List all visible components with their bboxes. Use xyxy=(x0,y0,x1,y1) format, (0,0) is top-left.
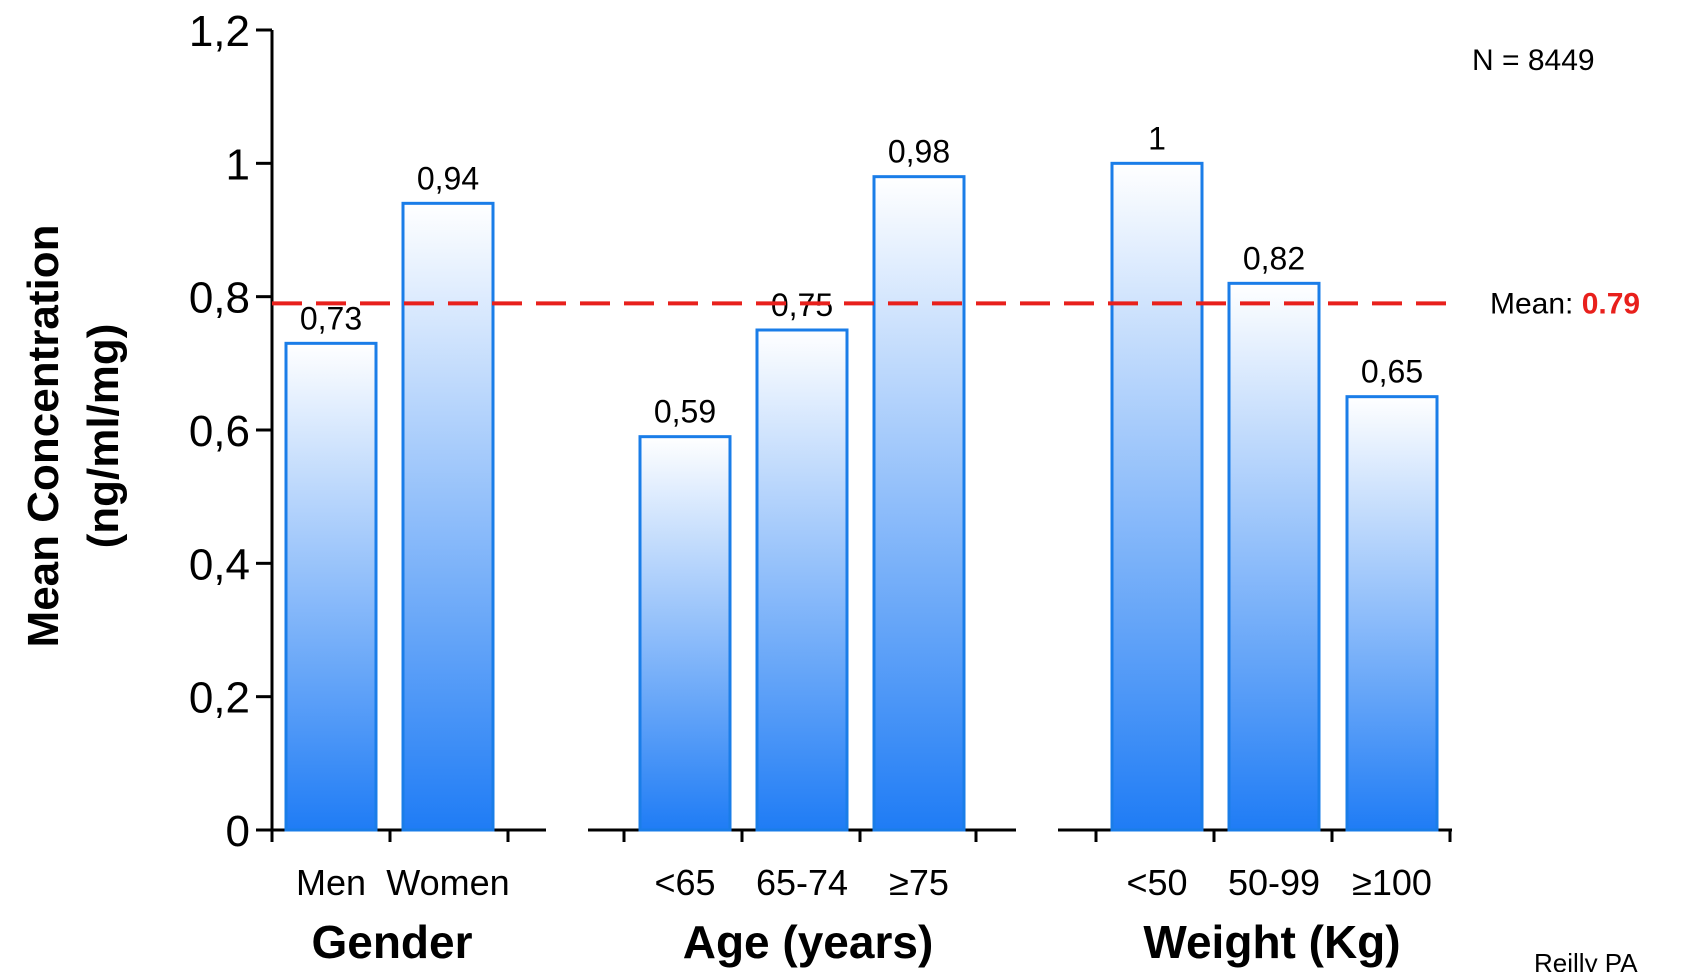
y-tick-label: 0,2 xyxy=(189,674,250,723)
category-label: <50 xyxy=(1126,862,1187,903)
y-tick-label: 0,6 xyxy=(189,407,250,456)
category-label: <65 xyxy=(654,862,715,903)
source-citation: Reilly PA xyxy=(1534,948,1638,972)
y-tick-label: 0 xyxy=(226,807,250,856)
data-label: 0,65 xyxy=(1361,354,1423,390)
mean-label: Mean: 0.79 xyxy=(1490,287,1640,320)
y-tick-label: 1 xyxy=(226,140,250,189)
data-label: 0,82 xyxy=(1243,240,1305,276)
sample-size-note: N = 8449 xyxy=(1472,44,1595,77)
category-label: ≥75 xyxy=(889,862,949,903)
data-label: 0,73 xyxy=(300,300,362,336)
y-ticks: 0 0,2 0,4 0,6 0,8 1 1,2 xyxy=(189,7,272,856)
mean-label-prefix: Mean: xyxy=(1490,287,1582,320)
data-label: 1 xyxy=(1148,120,1166,156)
category-label: 50-99 xyxy=(1228,862,1320,903)
y-axis-title-line2: (ng/ml/mg) xyxy=(79,324,128,549)
y-axis-title-line1: Mean Concentration xyxy=(19,225,68,648)
mean-label-value: 0.79 xyxy=(1582,287,1640,320)
y-tick-label: 1,2 xyxy=(189,7,250,56)
bars xyxy=(284,161,1439,832)
group-label: Age (years) xyxy=(683,916,934,968)
data-label: 0,94 xyxy=(417,160,479,196)
bar xyxy=(401,201,495,832)
category-label: Women xyxy=(386,862,509,903)
bar xyxy=(1110,161,1204,832)
mean-line-group: Mean: 0.79 xyxy=(272,287,1640,320)
bar xyxy=(755,328,849,832)
bar xyxy=(1345,395,1439,832)
bar xyxy=(284,341,378,832)
y-axis-title: Mean Concentration (ng/ml/mg) xyxy=(19,225,128,648)
y-tick-label: 0,8 xyxy=(189,274,250,323)
category-label: ≥100 xyxy=(1352,862,1432,903)
group-label: Weight (Kg) xyxy=(1143,916,1400,968)
bar xyxy=(638,435,732,832)
group-label: Gender xyxy=(311,916,472,968)
data-label: 0,59 xyxy=(654,394,716,430)
bar xyxy=(872,175,966,832)
y-tick-label: 0,4 xyxy=(189,540,250,589)
category-label: Men xyxy=(296,862,366,903)
data-label: 0,98 xyxy=(888,134,950,170)
bar-labels: 0,73Men0,94WomenGender0,59<650,7565-740,… xyxy=(296,120,1432,968)
bar xyxy=(1227,281,1321,832)
category-label: 65-74 xyxy=(756,862,848,903)
